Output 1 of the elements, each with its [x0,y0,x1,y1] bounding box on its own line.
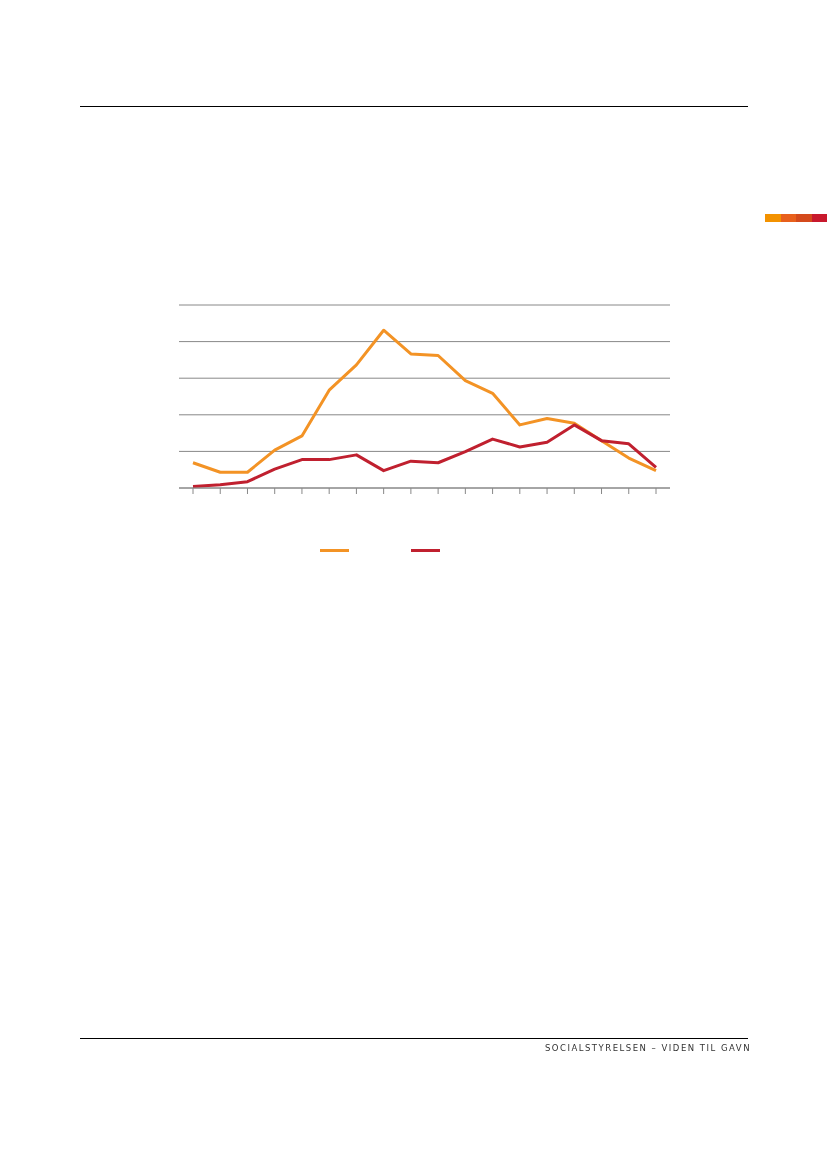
text: SOCIALSTYRELSEN – VIDEN TIL GAVN [544,1043,751,1053]
